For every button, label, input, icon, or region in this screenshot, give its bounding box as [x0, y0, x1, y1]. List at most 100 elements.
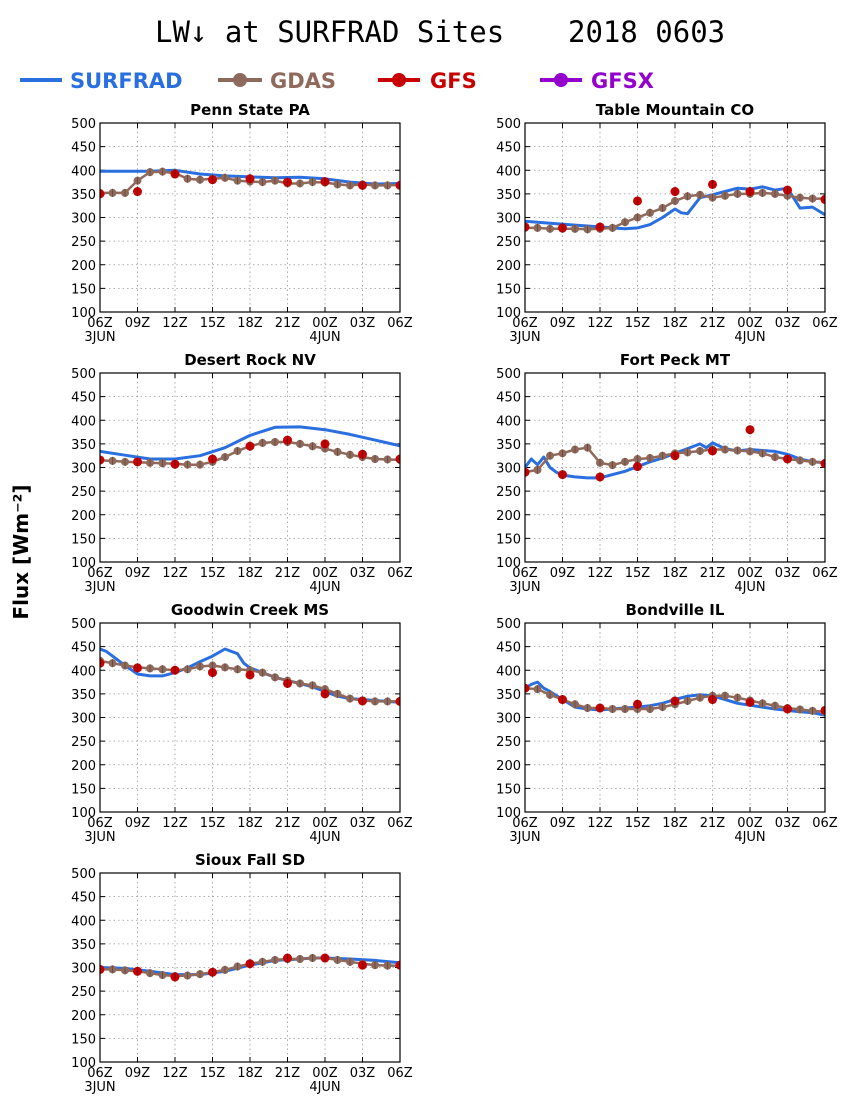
- gfs-point: [283, 953, 292, 963]
- gfs-point: [320, 953, 330, 963]
- x-day-label: 3JUN: [509, 580, 540, 595]
- y-tick-label: 200: [71, 1009, 96, 1024]
- legend-label-gdas: GDAS: [270, 69, 336, 93]
- gdas-point: [546, 451, 554, 460]
- y-tick-label: 150: [71, 782, 96, 797]
- x-day-label: 4JUN: [309, 1080, 340, 1095]
- gdas-point: [383, 455, 392, 464]
- x-tick-label: 15Z: [625, 816, 651, 831]
- gfs-point: [133, 187, 142, 197]
- gdas-point: [733, 189, 742, 198]
- panel-frame: [99, 872, 401, 1063]
- gdas-point: [346, 957, 354, 966]
- y-tick-label: 350: [496, 188, 521, 203]
- gdas-point: [108, 456, 117, 465]
- x-day-label: 4JUN: [734, 830, 765, 845]
- gdas-point: [221, 965, 229, 974]
- gdas-point: [796, 193, 804, 202]
- x-tick-label: 06Z: [387, 316, 413, 331]
- x-tick-label: 03Z: [350, 566, 376, 581]
- gfs-point: [358, 696, 367, 706]
- y-tick-label: 200: [496, 759, 521, 774]
- y-tick-label: 400: [71, 414, 96, 429]
- x-tick-label: 18Z: [237, 816, 263, 831]
- gdas-point: [196, 970, 204, 979]
- gfs-point: [208, 454, 217, 464]
- y-tick-label: 450: [496, 641, 521, 656]
- y-tick-label: 300: [496, 212, 521, 227]
- gfs-point: [100, 189, 105, 199]
- plot-area: [525, 680, 825, 717]
- x-tick-label: 06Z: [812, 816, 838, 831]
- x-tick-label: 15Z: [200, 816, 226, 831]
- gdas-point: [121, 188, 129, 197]
- gfs-point: [558, 695, 567, 705]
- x-tick-label: 06Z: [87, 1066, 113, 1081]
- x-tick-label: 18Z: [237, 566, 263, 581]
- x-tick-label: 15Z: [625, 316, 651, 331]
- legend-item-gfsx: GFSX: [540, 69, 654, 93]
- gfs-point: [745, 187, 755, 197]
- gdas-point: [583, 443, 592, 452]
- legend-label-gfsx: GFSX: [591, 69, 654, 93]
- x-tick-label: 09Z: [125, 816, 151, 831]
- gdas-point: [658, 204, 667, 213]
- y-axis-label: Flux [Wm⁻²]: [9, 484, 33, 619]
- gdas-point: [571, 700, 579, 709]
- gdas-point: [296, 679, 304, 688]
- y-tick-label: 400: [71, 664, 96, 679]
- gfs-point: [708, 695, 717, 705]
- gdas-point: [258, 438, 267, 447]
- y-tick-label: 350: [71, 438, 96, 453]
- gdas-point: [233, 446, 242, 455]
- x-tick-label: 12Z: [162, 566, 188, 581]
- gfs-point: [633, 462, 642, 472]
- panel-5: Bondville IL 100 150 200 250 300 350 400 450 500 0…: [496, 601, 838, 845]
- gfs-point: [633, 699, 642, 709]
- y-tick-label: 350: [496, 438, 521, 453]
- x-tick-label: 12Z: [587, 816, 613, 831]
- gdas-point: [733, 693, 742, 702]
- gdas-point: [146, 969, 154, 978]
- y-tick-label: 350: [71, 688, 96, 703]
- gdas-point: [533, 685, 542, 694]
- x-tick-label: 15Z: [200, 1066, 226, 1081]
- gdas-point: [796, 705, 804, 714]
- x-tick-label: 21Z: [700, 316, 726, 331]
- y-tick-label: 450: [496, 391, 521, 406]
- y-tick-label: 500: [71, 367, 96, 382]
- y-tick-label: 500: [496, 367, 521, 382]
- gdas-point: [271, 673, 279, 682]
- y-tick-label: 500: [71, 617, 96, 632]
- legend-label-gfs: GFS: [430, 69, 477, 93]
- gfs-point: [525, 683, 530, 693]
- x-tick-label: 00Z: [312, 816, 338, 831]
- x-tick-label: 03Z: [350, 316, 376, 331]
- plot-area: [100, 425, 400, 469]
- legend-item-gdas: GDAS: [218, 69, 336, 93]
- gdas-point: [158, 665, 167, 674]
- gdas-point: [158, 971, 167, 980]
- gdas-point: [533, 223, 542, 232]
- x-day-label: 3JUN: [84, 1080, 115, 1095]
- panel-frame: [99, 372, 401, 563]
- gdas-point: [371, 697, 379, 706]
- gfs-point: [708, 179, 717, 189]
- gfs-point: [208, 175, 217, 185]
- panel-frame: [524, 372, 826, 563]
- gdas-point: [383, 181, 392, 190]
- x-tick-label: 00Z: [737, 316, 763, 331]
- gfs-point: [708, 446, 717, 456]
- gdas-point: [308, 442, 317, 451]
- y-tick-label: 400: [71, 164, 96, 179]
- x-tick-label: 03Z: [775, 566, 801, 581]
- y-tick-label: 200: [71, 509, 96, 524]
- gdas-point: [271, 955, 279, 964]
- gdas-point: [658, 703, 667, 712]
- gdas-point: [608, 704, 617, 713]
- y-tick-label: 150: [496, 282, 521, 297]
- y-tick-label: 250: [71, 485, 96, 500]
- x-tick-label: 06Z: [512, 566, 538, 581]
- gfs-point: [525, 222, 530, 232]
- gfs-point: [558, 223, 567, 233]
